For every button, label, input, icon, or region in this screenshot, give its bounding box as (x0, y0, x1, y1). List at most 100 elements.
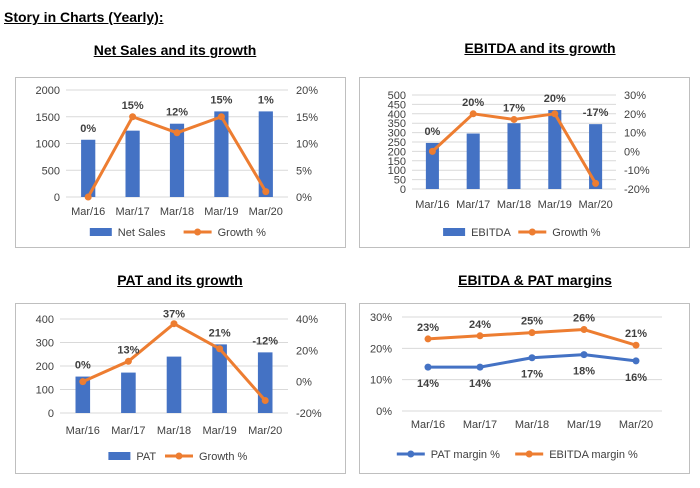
data-point (129, 113, 137, 121)
y-left-tick-label: 50 (394, 175, 406, 187)
data-label: 14% (469, 378, 491, 390)
y-right-tick-label: 0% (624, 146, 640, 158)
x-tick-label: Mar/16 (411, 419, 445, 431)
y-left-tick-label: 400 (388, 109, 406, 121)
data-label: 25% (521, 316, 543, 328)
y-right-tick-label: 0% (296, 377, 312, 389)
y-left-tick-label: 10% (370, 375, 392, 387)
data-point (580, 351, 588, 359)
chart-title-net-sales: Net Sales and its growth (93, 42, 257, 58)
x-tick-label: Mar/17 (111, 425, 145, 437)
data-label: 18% (573, 366, 595, 378)
bar (214, 111, 229, 197)
bar (212, 344, 227, 413)
x-tick-label: Mar/18 (157, 425, 191, 437)
legend-item: Growth % (518, 227, 601, 239)
x-tick-label: Mar/18 (160, 206, 194, 218)
y-right-tick-label: -20% (296, 408, 322, 420)
bar (548, 110, 562, 189)
data-point (124, 357, 132, 365)
data-label: 21% (209, 327, 231, 339)
legend-item: Growth % (165, 451, 248, 463)
x-tick-label: Mar/16 (66, 425, 100, 437)
data-label: 12% (166, 107, 188, 119)
legend-marker (407, 450, 415, 458)
y-right-tick-label: 0% (296, 192, 312, 204)
chart-title-margins: EBITDA & PAT margins (458, 272, 612, 288)
data-point (424, 363, 432, 371)
y-left-tick-label: 0% (376, 406, 392, 418)
data-label: 0% (424, 126, 440, 138)
legend-item: EBITDA (443, 227, 511, 239)
y-left-tick-label: 400 (36, 314, 54, 326)
x-tick-label: Mar/19 (202, 425, 236, 437)
legend-label: PAT (136, 451, 156, 463)
x-tick-label: Mar/19 (538, 199, 572, 211)
y-left-tick-label: 350 (388, 118, 406, 130)
legend-marker (175, 452, 183, 460)
data-point (84, 193, 92, 201)
data-point (632, 341, 640, 349)
y-left-tick-label: 30% (370, 312, 392, 324)
y-right-tick-label: 20% (624, 109, 646, 121)
legend-item: PAT (108, 451, 156, 463)
data-point (261, 396, 269, 404)
bar (125, 130, 140, 197)
legend-item: PAT margin % (396, 449, 500, 461)
data-point (510, 115, 518, 123)
bar (81, 139, 96, 197)
x-tick-label: Mar/17 (115, 206, 149, 218)
x-tick-label: Mar/18 (497, 199, 531, 211)
data-point (424, 335, 432, 343)
y-left-tick-label: 20% (370, 343, 392, 355)
legend-label: Growth % (218, 227, 267, 239)
x-tick-label: Mar/19 (567, 419, 601, 431)
pat-chart: 0 100 200 300 400 -20% 0% 20% 40% Mar/16 Mar/17 Mar… (36, 309, 322, 463)
x-tick-label: Mar/20 (619, 419, 653, 431)
x-tick-label: Mar/20 (248, 425, 282, 437)
bar (258, 111, 273, 197)
chart-panel-ebitda: 0 50 100 150 200 250 300 350 400 450 500 -20% -10% 0%… (359, 77, 690, 248)
data-point (551, 110, 559, 118)
data-label: -17% (583, 107, 609, 119)
chart-title-ebitda: EBITDA and its growth (464, 40, 616, 56)
bar (75, 376, 91, 413)
legend-label: Growth % (199, 451, 248, 463)
legend-label: PAT margin % (431, 449, 500, 461)
bar (169, 123, 185, 197)
data-label: 17% (503, 102, 525, 114)
data-point (173, 129, 181, 137)
page-title: Story in Charts (Yearly): (4, 9, 164, 25)
bar (589, 124, 603, 189)
data-label: 15% (122, 100, 144, 112)
legend-item: Net Sales (89, 227, 166, 239)
legend-label: Growth % (552, 227, 601, 239)
data-label: 1% (258, 94, 274, 106)
data-point (476, 363, 484, 371)
bar (466, 133, 480, 189)
data-point (170, 320, 178, 328)
chart-panel-net-sales: 0 500 1000 1500 2000 0% 5% 10% 15% 20% Mar/16 Mar/1… (15, 77, 346, 248)
y-right-tick-label: 30% (624, 90, 646, 102)
y-left-tick-label: 150 (388, 156, 406, 168)
y-right-tick-label: 20% (296, 345, 318, 357)
data-label: 20% (544, 93, 566, 105)
legend-swatch (443, 228, 466, 236)
legend-marker (194, 228, 202, 236)
legend-swatch (89, 228, 112, 236)
y-left-tick-label: 2000 (36, 85, 60, 97)
legend-label: EBITDA (471, 227, 511, 239)
chart-panel-margins: 0% 10% 20% 30% Mar/16 Mar/17 Mar/18 Mar/19 Mar/2… (359, 303, 690, 474)
data-point (216, 345, 224, 353)
data-label: 21% (625, 328, 647, 340)
bar (425, 142, 439, 189)
data-point (580, 326, 588, 334)
chart-panel-pat: 0 100 200 300 400 -20% 0% 20% 40% Mar/16 Mar/17 Mar… (15, 303, 346, 474)
chart-title-pat: PAT and its growth (117, 272, 243, 288)
data-point (528, 354, 536, 362)
data-label: 37% (163, 309, 185, 321)
y-right-tick-label: 10% (624, 128, 646, 140)
y-left-tick-label: 250 (388, 137, 406, 149)
y-left-tick-label: 500 (42, 165, 60, 177)
